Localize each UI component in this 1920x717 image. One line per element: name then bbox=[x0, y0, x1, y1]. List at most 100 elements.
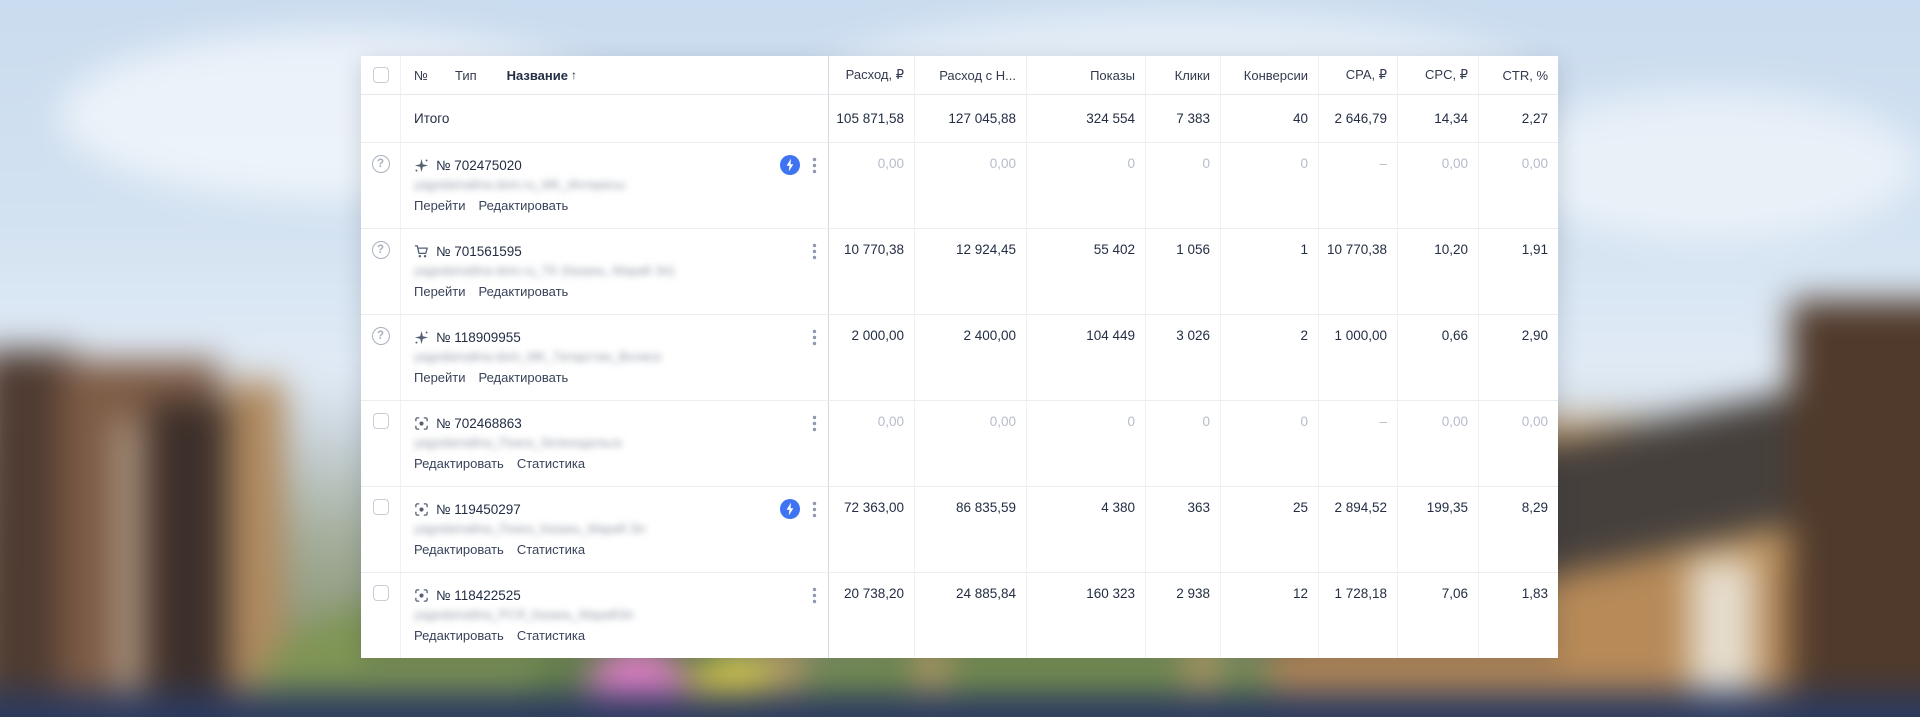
col-header-ctr[interactable]: CTR, % bbox=[1478, 56, 1558, 94]
autotargeting-bolt-badge-icon[interactable] bbox=[780, 499, 800, 519]
col-header-number[interactable]: № bbox=[414, 67, 428, 83]
action-edit-link[interactable]: Редактировать bbox=[414, 628, 504, 643]
totals-impressions: 324 554 bbox=[1026, 95, 1145, 142]
row-menu-kebab-icon[interactable] bbox=[809, 155, 820, 176]
campaign-name-blurred[interactable]: yagodamalina-dom.ru_TK (Казань, Марий Эл… bbox=[414, 264, 675, 278]
col-header-cpa[interactable]: CPA, ₽ bbox=[1318, 56, 1397, 94]
cell-ctr: 0,00 bbox=[1478, 143, 1558, 228]
campaign-number-link[interactable]: № 702468863 bbox=[436, 415, 522, 431]
totals-cost: 105 871,58 bbox=[828, 95, 914, 142]
col-header-conversions[interactable]: Конверсии bbox=[1220, 56, 1318, 94]
col-header-name[interactable]: Название ↑ bbox=[507, 68, 577, 83]
action-stats-link[interactable]: Статистика bbox=[516, 628, 586, 643]
totals-cpc: 14,34 bbox=[1397, 95, 1478, 142]
campaign-name-blurred[interactable]: yagodamalina-dom.ru_MK_Интересы bbox=[414, 178, 626, 192]
campaign-number-link[interactable]: № 118422525 bbox=[436, 587, 521, 603]
row-checkbox[interactable] bbox=[372, 413, 389, 429]
cell-clicks: 363 bbox=[1145, 487, 1220, 572]
campaign-number-link[interactable]: № 118909955 bbox=[436, 329, 521, 345]
cell-conversions: 1 bbox=[1220, 229, 1318, 314]
cell-conversions: 2 bbox=[1220, 315, 1318, 400]
totals-label: Итого bbox=[400, 95, 828, 142]
row-menu-kebab-icon[interactable] bbox=[809, 499, 820, 520]
col-header-clicks[interactable]: Клики bbox=[1145, 56, 1220, 94]
col-header-impressions[interactable]: Показы bbox=[1026, 56, 1145, 94]
header-checkbox-cell bbox=[361, 56, 400, 94]
cell-cost: 10 770,38 bbox=[828, 229, 914, 314]
row-checkbox[interactable] bbox=[372, 499, 389, 515]
campaign-row: ? № 118909955 yagodamalina-dom_MK_Татарс… bbox=[361, 314, 1558, 400]
totals-cpa: 2 646,79 bbox=[1318, 95, 1397, 142]
action-go-link[interactable]: Перейти bbox=[414, 370, 466, 385]
bottom-navy-band bbox=[0, 692, 1920, 717]
action-edit-link[interactable]: Редактировать bbox=[478, 284, 569, 299]
cell-impressions: 4 380 bbox=[1026, 487, 1145, 572]
cell-impressions: 55 402 bbox=[1026, 229, 1145, 314]
campaign-number-link[interactable]: № 119450297 bbox=[436, 501, 521, 517]
cell-cost: 0,00 bbox=[828, 143, 914, 228]
col-header-cost-vat[interactable]: Расход с Н... bbox=[914, 56, 1026, 94]
campaign-row: № 119450297 yagodamalina_Поиск_Казань_Ма… bbox=[361, 486, 1558, 572]
campaign-number-link[interactable]: № 701561595 bbox=[436, 243, 522, 259]
cell-conversions: 12 bbox=[1220, 573, 1318, 658]
campaigns-table-panel: № Тип Название ↑ Расход, ₽ Расход с Н...… bbox=[361, 56, 1558, 658]
row-menu-kebab-icon[interactable] bbox=[809, 241, 820, 262]
action-go-link[interactable]: Перейти bbox=[414, 284, 466, 299]
cell-cost: 20 738,20 bbox=[828, 573, 914, 658]
cell-cost-vat: 86 835,59 bbox=[914, 487, 1026, 572]
cell-cpc: 199,35 bbox=[1397, 487, 1478, 572]
campaign-number-link[interactable]: № 702475020 bbox=[436, 157, 522, 173]
row-checkbox[interactable] bbox=[372, 585, 389, 601]
campaign-row: № 702468863 yagodamalina_Поиск_Зеленодол… bbox=[361, 400, 1558, 486]
col-header-cost[interactable]: Расход, ₽ bbox=[828, 56, 914, 94]
cell-cost-vat: 24 885,84 bbox=[914, 573, 1026, 658]
help-icon[interactable]: ? bbox=[371, 241, 390, 259]
campaign-name-blurred[interactable]: yagodamalina-dom_MK_Татарстан_Волжск bbox=[414, 350, 662, 364]
cell-clicks: 0 bbox=[1145, 401, 1220, 486]
cell-clicks: 0 bbox=[1145, 143, 1220, 228]
help-icon[interactable]: ? bbox=[371, 327, 390, 345]
cell-cpa: 10 770,38 bbox=[1318, 229, 1397, 314]
campaign-row: № 118422525 yagodamalina_РСЯ_Казань_Мари… bbox=[361, 572, 1558, 658]
row-menu-kebab-icon[interactable] bbox=[809, 585, 820, 606]
col-header-name-label: Название bbox=[506, 67, 568, 83]
cell-cpc: 0,66 bbox=[1397, 315, 1478, 400]
col-header-cpc[interactable]: CPC, ₽ bbox=[1397, 56, 1478, 94]
campaign-name-blurred[interactable]: yagodamalina_Поиск_Казань_Марий Эл bbox=[414, 522, 646, 536]
action-go-link[interactable]: Перейти bbox=[414, 198, 466, 213]
cell-ctr: 1,83 bbox=[1478, 573, 1558, 658]
help-icon[interactable]: ? bbox=[371, 155, 390, 173]
cell-impressions: 104 449 bbox=[1026, 315, 1145, 400]
campaign-row: ? № 702475020 yagodamalina-dom.ru_MK_Инт… bbox=[361, 142, 1558, 228]
action-edit-link[interactable]: Редактировать bbox=[478, 198, 569, 213]
cell-ctr: 1,91 bbox=[1478, 229, 1558, 314]
sort-arrow-icon: ↑ bbox=[571, 68, 577, 82]
cell-cpc: 0,00 bbox=[1397, 401, 1478, 486]
campaign-name-blurred[interactable]: yagodamalina_РСЯ_Казань_МарийЭл bbox=[414, 608, 634, 622]
cell-cost: 2 000,00 bbox=[828, 315, 914, 400]
cell-ctr: 2,90 bbox=[1478, 315, 1558, 400]
col-header-type[interactable]: Тип bbox=[454, 67, 477, 83]
action-edit-link[interactable]: Редактировать bbox=[478, 370, 569, 385]
totals-ctr: 2,27 bbox=[1478, 95, 1558, 142]
lamp-pole-shape bbox=[120, 420, 134, 717]
row-menu-kebab-icon[interactable] bbox=[809, 413, 820, 434]
totals-cost-vat: 127 045,88 bbox=[914, 95, 1026, 142]
cell-cpa: – bbox=[1318, 401, 1397, 486]
cell-ctr: 8,29 bbox=[1478, 487, 1558, 572]
cell-cpc: 7,06 bbox=[1397, 573, 1478, 658]
cell-cpa: 1 728,18 bbox=[1318, 573, 1397, 658]
campaign-name-blurred[interactable]: yagodamalina_Поиск_Зеленодольск bbox=[414, 436, 622, 450]
cell-cpa: – bbox=[1318, 143, 1397, 228]
cell-conversions: 25 bbox=[1220, 487, 1318, 572]
action-stats-link[interactable]: Статистика bbox=[516, 456, 586, 471]
left-building-window-shape bbox=[150, 400, 235, 717]
autotargeting-bolt-badge-icon[interactable] bbox=[780, 155, 800, 175]
action-edit-link[interactable]: Редактировать bbox=[414, 456, 504, 471]
select-all-checkbox[interactable] bbox=[372, 67, 389, 83]
row-menu-kebab-icon[interactable] bbox=[809, 327, 820, 348]
action-edit-link[interactable]: Редактировать bbox=[414, 542, 504, 557]
cell-clicks: 3 026 bbox=[1145, 315, 1220, 400]
action-stats-link[interactable]: Статистика bbox=[516, 542, 586, 557]
